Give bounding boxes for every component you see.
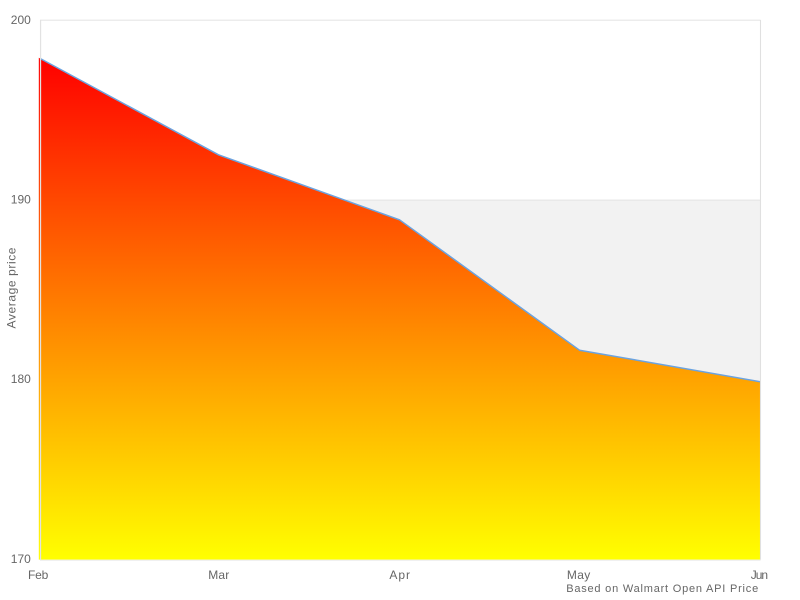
svg-text:190: 190 [11,193,31,207]
svg-text:200: 200 [11,13,31,27]
svg-text:May: May [567,568,590,582]
svg-text:Based on Walmart Open API Pric: Based on Walmart Open API Price [566,583,758,595]
svg-text:Average price: Average price [5,247,19,328]
svg-text:180: 180 [11,372,31,386]
svg-text:Feb: Feb [28,568,49,582]
svg-text:Jun: Jun [751,568,768,582]
svg-text:Apr: Apr [389,568,410,582]
svg-text:170: 170 [11,552,31,566]
svg-text:Mar: Mar [208,568,229,582]
